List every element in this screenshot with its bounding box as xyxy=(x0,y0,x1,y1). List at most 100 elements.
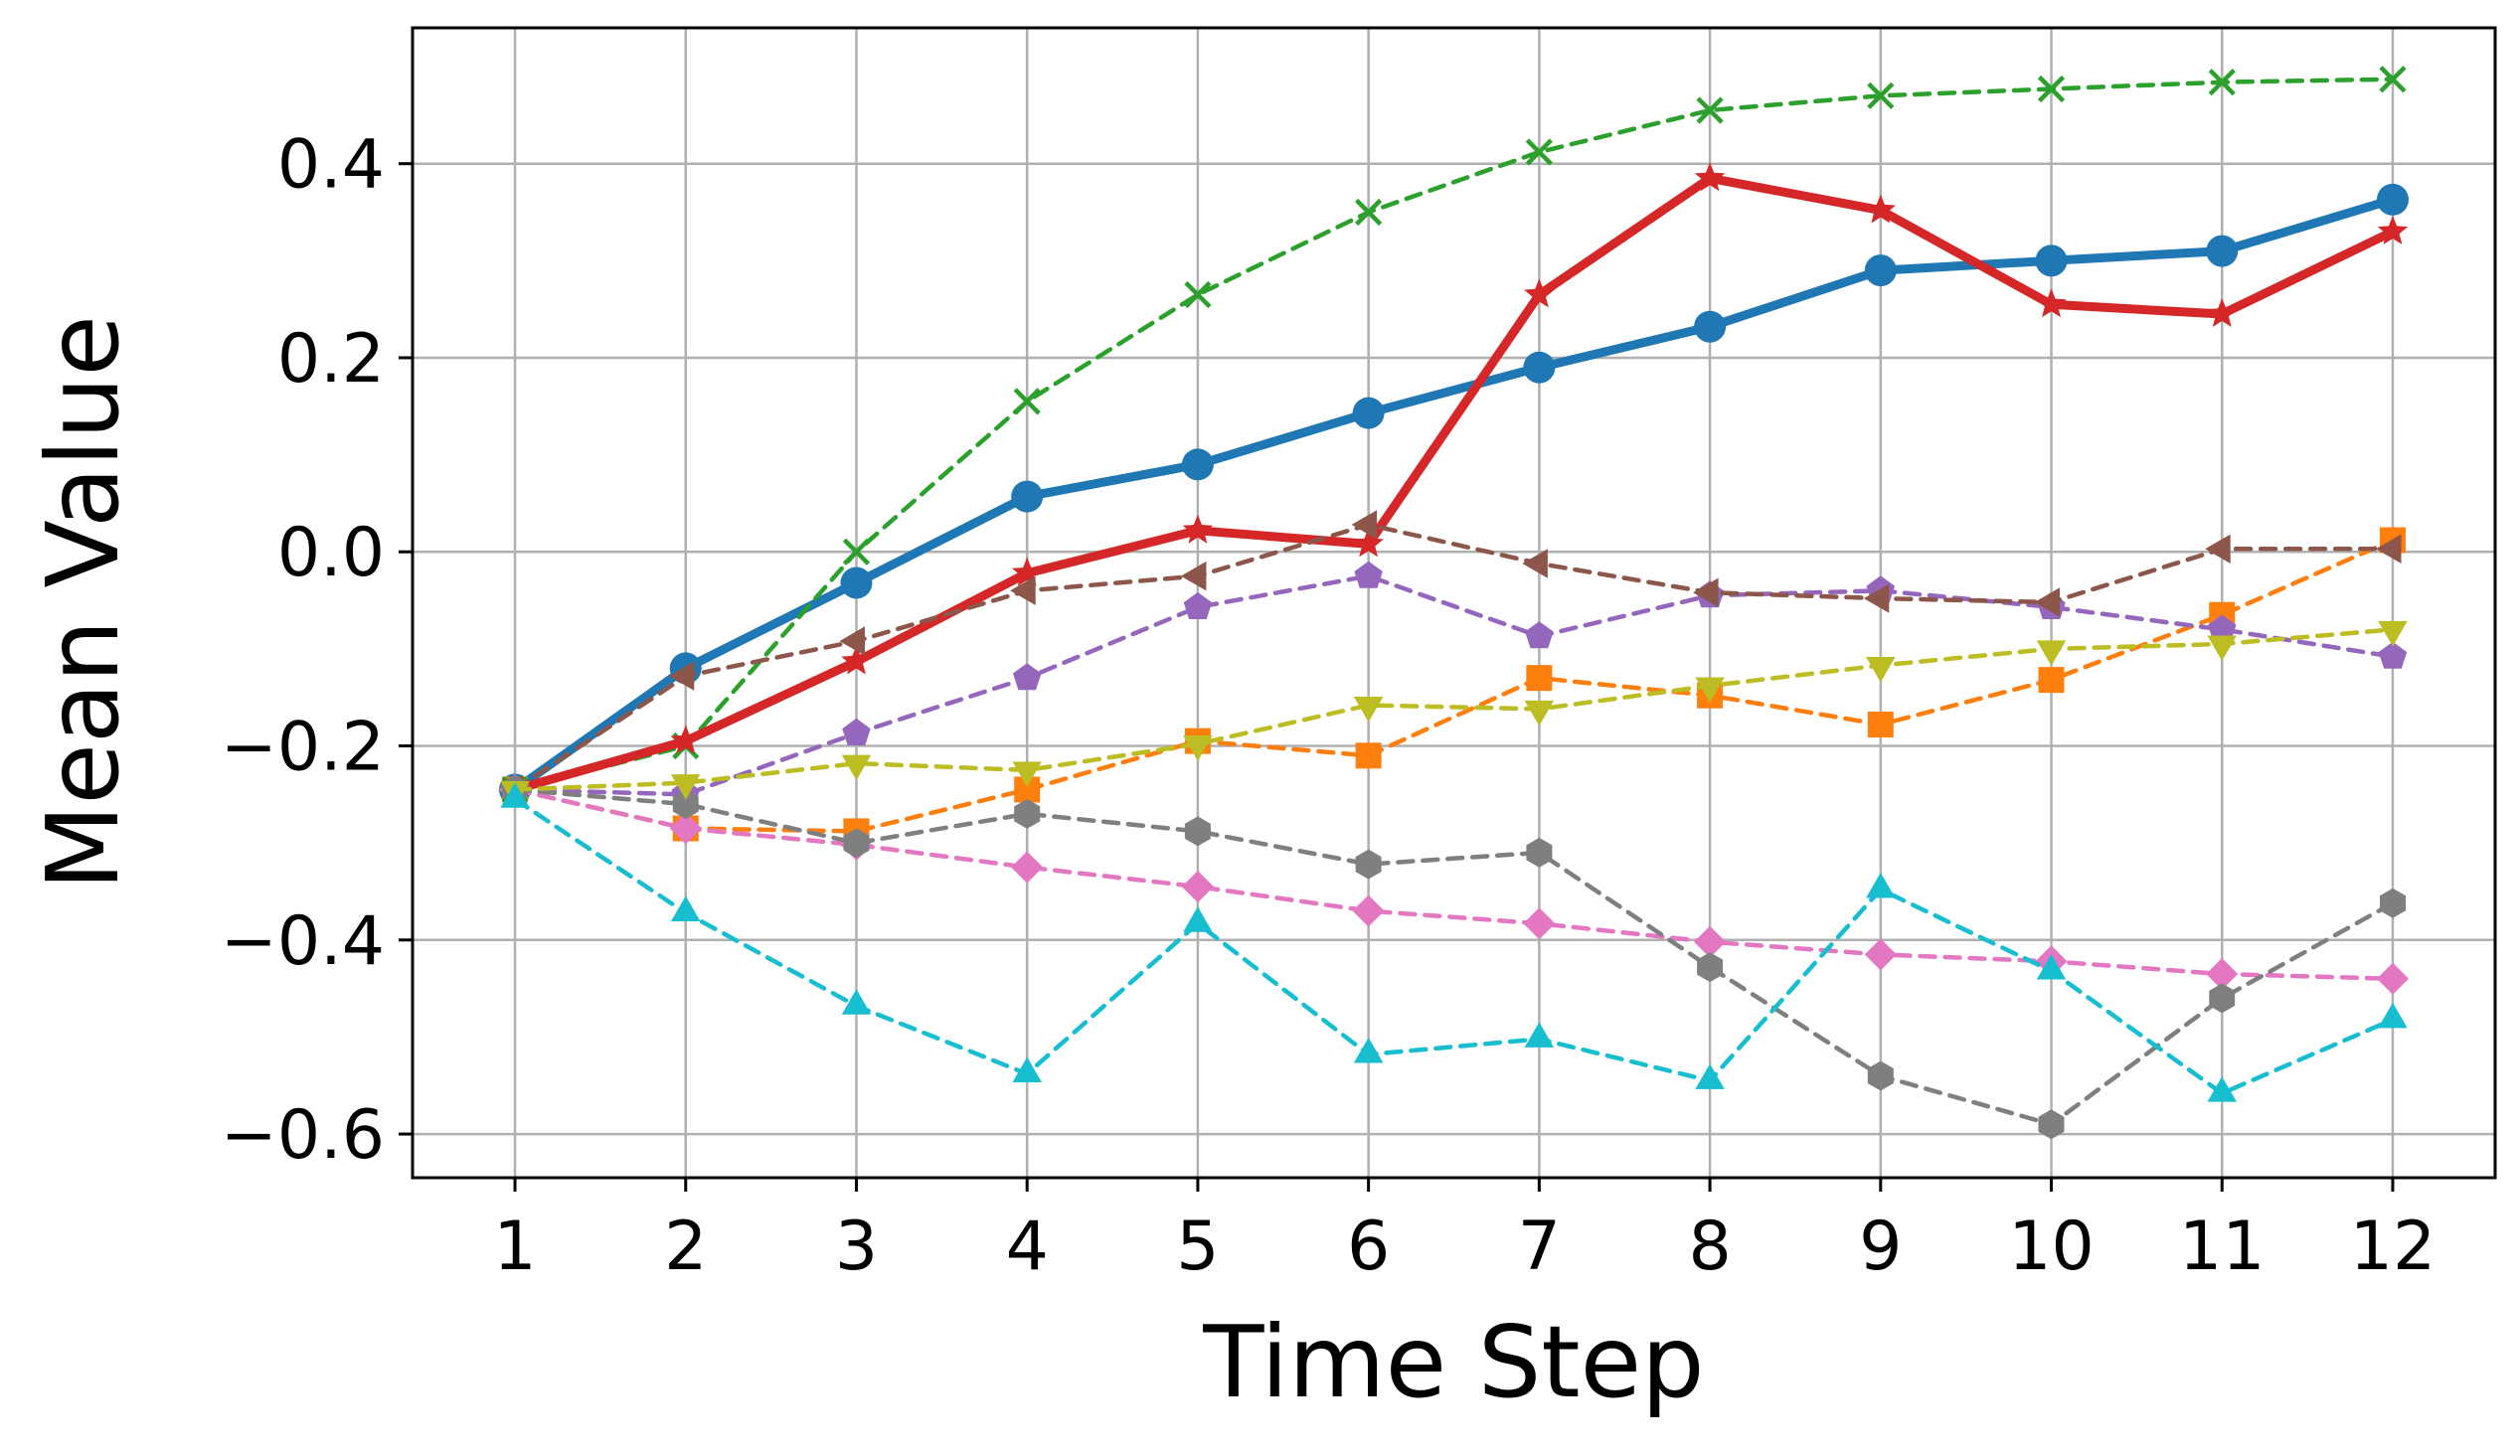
series-6 xyxy=(498,510,2402,805)
data-point xyxy=(1697,952,1724,983)
series-group xyxy=(498,66,2409,1140)
data-point xyxy=(1184,280,1212,309)
data-point xyxy=(670,725,701,754)
x-tick-label: 5 xyxy=(1176,1208,1219,1286)
series-2 xyxy=(502,527,2406,845)
data-point xyxy=(1181,871,1214,903)
y-tick-label: −0.6 xyxy=(221,1096,385,1175)
data-point xyxy=(842,718,871,745)
data-point xyxy=(1526,837,1553,868)
data-point xyxy=(1181,448,1214,481)
data-point xyxy=(1180,561,1207,591)
data-point xyxy=(1355,742,1382,769)
x-tick-label: 6 xyxy=(1347,1208,1390,1286)
data-point xyxy=(1694,925,1727,958)
y-tick-label: 0.0 xyxy=(277,514,385,592)
series-1 xyxy=(499,183,2409,806)
data-point xyxy=(1011,480,1044,513)
data-point xyxy=(1184,816,1211,847)
y-axis-title: Mean Value xyxy=(25,315,141,890)
x-tick-label: 11 xyxy=(2179,1208,2266,1286)
data-point xyxy=(841,989,872,1015)
data-point xyxy=(2208,69,2236,96)
data-point xyxy=(1183,906,1213,932)
data-point xyxy=(1695,1063,1725,1089)
data-point xyxy=(1522,549,1548,578)
data-point xyxy=(1182,514,1214,544)
data-point xyxy=(1524,1022,1555,1048)
data-point xyxy=(1525,138,1553,166)
data-point xyxy=(1012,1056,1042,1082)
data-point xyxy=(2207,298,2238,327)
data-point xyxy=(842,538,871,566)
series-7 xyxy=(499,773,2409,995)
data-point xyxy=(1866,657,1896,683)
data-point xyxy=(1355,198,1383,227)
data-point xyxy=(2378,620,2408,647)
data-point xyxy=(1863,583,1890,613)
data-point xyxy=(1694,310,1727,343)
data-point xyxy=(2376,534,2402,564)
series-line xyxy=(512,522,2396,792)
data-point xyxy=(1353,528,1384,558)
data-point xyxy=(1012,557,1043,586)
data-point xyxy=(1014,798,1041,829)
data-point xyxy=(2378,1002,2408,1029)
data-point xyxy=(2035,244,2068,277)
x-tick-label: 10 xyxy=(2008,1208,2095,1286)
data-point xyxy=(1012,663,1042,691)
data-point xyxy=(841,645,872,675)
data-point xyxy=(2379,66,2407,93)
series-line xyxy=(512,77,2396,792)
data-point xyxy=(2376,183,2409,216)
x-tick-label: 2 xyxy=(664,1208,707,1286)
data-point xyxy=(1353,1038,1384,1063)
data-point xyxy=(839,626,865,656)
series-line xyxy=(510,195,2398,794)
data-point xyxy=(1010,575,1036,605)
data-point xyxy=(2209,983,2236,1014)
series-line xyxy=(512,796,2396,1096)
data-point xyxy=(1013,388,1041,415)
data-point xyxy=(671,774,701,800)
x-axis-title: Time Step xyxy=(1202,1304,1704,1420)
x-tick-label: 8 xyxy=(1688,1208,1731,1286)
data-point xyxy=(2037,75,2066,103)
data-point xyxy=(2208,614,2237,642)
data-point xyxy=(1011,851,1044,884)
data-point xyxy=(2205,534,2231,564)
data-point xyxy=(1524,278,1555,308)
series-line xyxy=(512,573,2396,797)
data-point xyxy=(1866,873,1896,898)
data-point xyxy=(672,789,699,820)
data-point xyxy=(2036,288,2067,318)
data-point xyxy=(2034,587,2060,617)
data-point xyxy=(1351,510,1378,540)
x-tick-label: 9 xyxy=(1859,1208,1902,1286)
data-point xyxy=(2038,1109,2065,1140)
x-tick-label: 1 xyxy=(493,1208,536,1286)
data-point xyxy=(2206,958,2239,990)
data-point xyxy=(2378,641,2408,669)
data-point xyxy=(1352,894,1385,927)
series-9 xyxy=(500,620,2408,807)
data-point xyxy=(1526,665,1553,692)
data-point xyxy=(841,754,872,781)
data-point xyxy=(1867,81,1895,109)
x-tick-label: 4 xyxy=(1006,1208,1049,1286)
data-point xyxy=(1695,677,1725,703)
x-tick-label: 3 xyxy=(835,1208,878,1286)
y-tick-label: −0.2 xyxy=(221,709,385,787)
y-tick-label: 0.2 xyxy=(277,320,385,399)
data-point xyxy=(1354,561,1383,588)
plot-frame xyxy=(411,26,2497,1180)
data-point xyxy=(2038,667,2065,694)
series-line xyxy=(512,787,2396,1127)
data-point xyxy=(671,895,701,921)
data-point xyxy=(1694,162,1726,192)
data-point xyxy=(1183,591,1213,619)
data-point xyxy=(1012,761,1042,787)
data-point xyxy=(2380,888,2406,918)
grid xyxy=(413,28,2495,1178)
data-point xyxy=(1867,712,1894,738)
